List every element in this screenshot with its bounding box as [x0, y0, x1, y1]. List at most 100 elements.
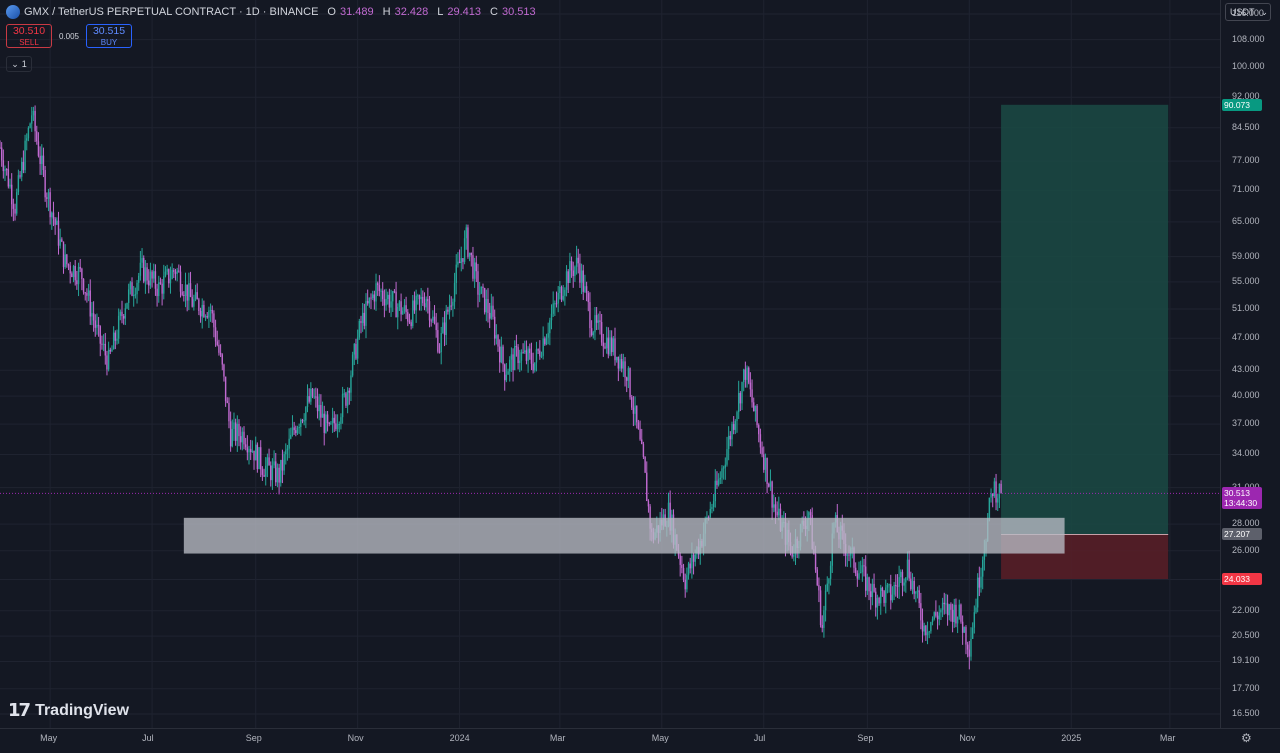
candle [52, 201, 55, 227]
candle [101, 335, 103, 350]
candle-body [368, 297, 371, 304]
price-tick-label: 40.000 [1232, 390, 1260, 401]
candle-body [809, 512, 812, 516]
candle-body [194, 292, 197, 300]
price-tick-label: 37.000 [1232, 418, 1260, 429]
candle-body [179, 271, 182, 292]
candle-body [915, 591, 917, 594]
candle-body [437, 330, 439, 352]
candle [356, 329, 359, 365]
candle-body [371, 294, 374, 299]
price-tick-label: 77.000 [1232, 155, 1260, 166]
candle-body [617, 356, 620, 369]
candle-body [624, 361, 626, 378]
candle-body [313, 396, 315, 398]
candle [931, 616, 934, 626]
price-tick-label: 19.100 [1232, 655, 1260, 666]
candle-body [356, 337, 359, 359]
candle [519, 349, 521, 373]
candle [905, 577, 907, 593]
symbol-title[interactable]: GMX / TetherUS PERPETUAL CONTRACT · 1D ·… [24, 6, 319, 18]
candle-body [742, 369, 745, 383]
candle [82, 278, 85, 295]
candle-body [16, 192, 18, 214]
candle [211, 305, 213, 323]
price-tick-label: 59.000 [1232, 250, 1260, 261]
candle [363, 303, 366, 330]
candle [597, 313, 600, 330]
sell-button[interactable]: 30.510 SELL [6, 24, 52, 48]
candle-body [896, 585, 899, 587]
candle [138, 272, 140, 291]
candle [950, 602, 952, 622]
candle-body [460, 258, 462, 263]
candle [727, 426, 730, 461]
time-tick-label: Nov [959, 733, 976, 743]
candle-body [584, 286, 586, 292]
candle-body [418, 295, 421, 300]
candle-body [478, 293, 481, 295]
candle-body [764, 457, 767, 470]
candle-body [911, 580, 914, 590]
price-tick-label: 16.500 [1232, 708, 1260, 718]
candle-body [97, 324, 100, 327]
price-axis[interactable] [1220, 0, 1280, 728]
candle [91, 301, 93, 326]
candle [997, 493, 999, 512]
candle-body [873, 583, 875, 592]
candle-body [238, 423, 240, 437]
candle [941, 597, 944, 618]
candle [906, 551, 909, 581]
candle [595, 306, 598, 331]
candle-body [948, 604, 950, 616]
gear-icon[interactable]: ⚙ [1241, 731, 1252, 745]
time-axis[interactable] [0, 728, 1280, 753]
candle [453, 272, 456, 310]
candle [84, 291, 86, 301]
candle [345, 391, 347, 409]
candle-body [358, 320, 361, 338]
candle-body [392, 291, 394, 302]
tradingview-logo[interactable]: 𝟭𝟳 TradingView [8, 700, 129, 721]
candle [582, 264, 584, 301]
close-value: 30.513 [501, 6, 536, 18]
candle [632, 396, 635, 427]
candle [428, 295, 431, 328]
candle [26, 133, 28, 151]
candle [398, 300, 401, 311]
candle-body [425, 298, 427, 308]
candle [749, 372, 752, 397]
candle [388, 288, 391, 313]
indicators-toggle[interactable]: ⌄ 1 [6, 56, 32, 72]
candle-body [758, 425, 760, 435]
chart-plot[interactable] [0, 0, 1220, 728]
candle-body [188, 283, 190, 301]
candle [502, 344, 504, 372]
candle-body [525, 350, 528, 361]
buy-button[interactable]: 30.515 BUY [86, 24, 132, 48]
logo-text: TradingView [35, 701, 130, 719]
candle-body [641, 439, 643, 445]
candle-body [457, 261, 459, 265]
candle-body [343, 393, 345, 395]
candle-body [823, 610, 825, 628]
currency-selector[interactable]: USDT ⌄ [1225, 3, 1271, 21]
candle-body [935, 612, 937, 616]
candle [208, 306, 210, 328]
candle [525, 340, 528, 365]
candle [169, 266, 172, 294]
candle [778, 496, 780, 521]
candle [634, 396, 636, 426]
candle [936, 611, 939, 630]
candle [246, 435, 249, 461]
candle [397, 303, 399, 330]
candle-body [300, 419, 302, 428]
candle-body [131, 282, 133, 296]
candle-body [385, 299, 387, 306]
candle [990, 488, 992, 503]
candle-body [468, 252, 471, 257]
candle [346, 387, 349, 414]
candle-body [498, 346, 501, 363]
candle [303, 413, 305, 426]
candle-body [66, 254, 68, 265]
